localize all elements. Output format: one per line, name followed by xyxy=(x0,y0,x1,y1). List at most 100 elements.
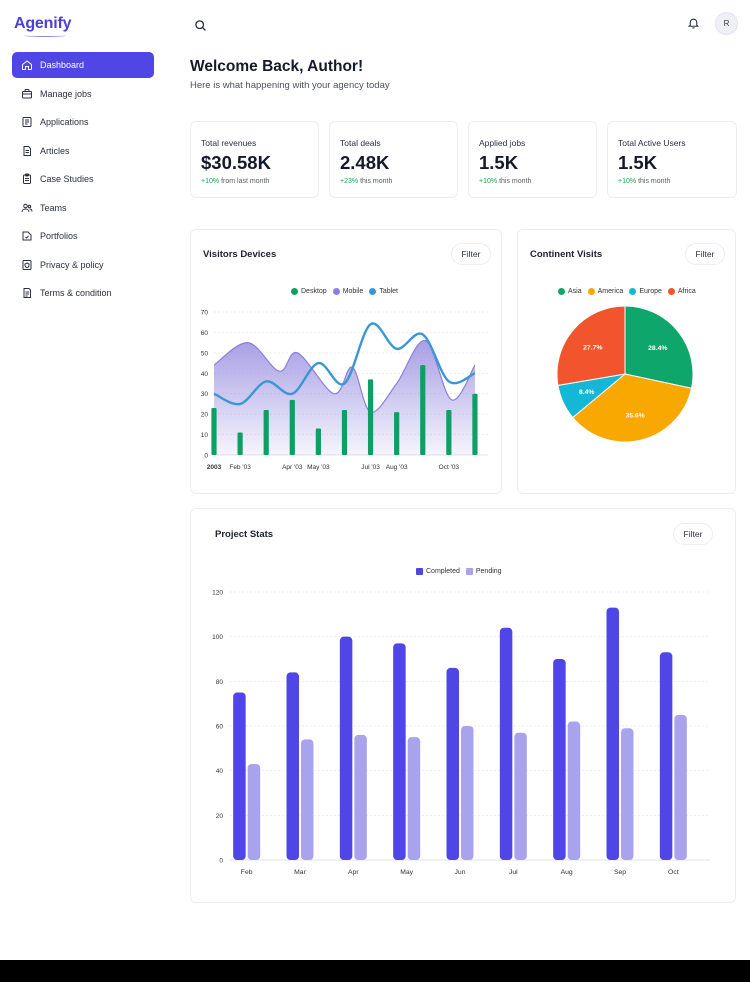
completed-bar xyxy=(393,643,406,860)
sidebar-item-label: Teams xyxy=(40,202,67,213)
sidebar-item-teams[interactable]: Teams xyxy=(12,195,154,221)
legend-item-tablet[interactable]: Tablet xyxy=(369,288,398,295)
pie-label: 35.6% xyxy=(625,412,644,419)
legend-item-america[interactable]: America xyxy=(587,288,623,295)
desktop-bar xyxy=(472,393,478,455)
logo[interactable]: Agenify xyxy=(14,15,72,32)
legend-item-pending[interactable]: Pending xyxy=(465,568,502,575)
sidebar-item-privacy-policy[interactable]: Privacy & policy xyxy=(12,252,154,278)
legend-square xyxy=(416,568,423,575)
stat-change: +10% this month xyxy=(618,178,670,185)
legend-item-desktop[interactable]: Desktop xyxy=(291,288,327,295)
legend-dot xyxy=(558,288,565,295)
pending-bar xyxy=(621,728,634,860)
stat-change-period: this month xyxy=(638,178,671,185)
legend-item-completed[interactable]: Completed xyxy=(416,568,460,575)
y-tick-label: 20 xyxy=(216,813,224,820)
legend-dot xyxy=(629,288,637,295)
y-tick-label: 120 xyxy=(212,590,223,597)
pending-bar xyxy=(461,726,474,860)
y-tick-label: 60 xyxy=(201,330,209,337)
bell-icon[interactable] xyxy=(687,16,700,30)
stat-change: +23% this month xyxy=(340,178,392,185)
stat-change-period: from last month xyxy=(221,178,270,185)
legend-label: Asia xyxy=(568,288,582,295)
sidebar-item-dashboard[interactable]: Dashboard xyxy=(12,52,154,78)
users-icon xyxy=(21,203,33,212)
pie-label: 27.7% xyxy=(583,344,602,351)
x-tick-label: Apr '03 xyxy=(282,464,303,471)
continent-pie-chart: 28.4% 35.6% 8.4% 27.7% xyxy=(556,305,694,443)
legend-dot xyxy=(587,288,595,295)
terms-icon xyxy=(23,288,31,298)
continent-visits-title: Continent Visits xyxy=(530,249,603,260)
desktop-bar xyxy=(394,412,400,455)
sidebar-item-case-studies[interactable]: Case Studies xyxy=(12,166,154,192)
desktop-bar xyxy=(211,408,217,455)
visitors-chart: 0 10 20 30 40 50 60 70 2003 Feb '03 Apr '03 May '03… xyxy=(201,310,488,471)
completed-bar xyxy=(553,659,566,860)
x-tick-label: 2003 xyxy=(207,464,222,471)
x-tick-label: May '03 xyxy=(307,464,330,471)
completed-bar xyxy=(233,692,246,860)
legend-label: Desktop xyxy=(301,288,327,295)
sidebar-item-label: Privacy & policy xyxy=(40,259,104,270)
page-title: Welcome Back, Author! xyxy=(190,58,364,75)
legend-label: Completed xyxy=(426,568,460,575)
sidebar-item-terms-condition[interactable]: Terms & condition xyxy=(12,280,154,306)
x-tick-label: May xyxy=(400,869,413,876)
shield-doc-icon xyxy=(22,259,32,270)
pending-bar xyxy=(674,714,687,860)
visitors-legend: Desktop Mobile Tablet xyxy=(291,288,404,295)
sidebar-item-applications[interactable]: Applications xyxy=(12,109,154,135)
x-tick-label: Jun xyxy=(455,869,466,876)
stat-change-period: this month xyxy=(360,178,393,185)
pending-bar xyxy=(514,732,527,860)
legend-item-asia[interactable]: Asia xyxy=(558,288,582,295)
pie-slice-asia xyxy=(624,305,694,389)
pending-bar xyxy=(567,721,581,860)
legend-item-africa[interactable]: Africa xyxy=(667,288,696,295)
project-filter-button[interactable]: Filter xyxy=(673,523,713,545)
desktop-bar xyxy=(367,379,374,455)
y-tick-label: 60 xyxy=(216,724,224,731)
avatar[interactable]: R xyxy=(715,12,738,35)
search-icon[interactable] xyxy=(194,19,207,32)
legend-square xyxy=(465,568,473,575)
pie-label: 28.4% xyxy=(648,345,667,352)
stat-change-pct: +10% xyxy=(618,178,637,185)
sidebar-item-label: Applications xyxy=(40,117,89,127)
legend-dot xyxy=(369,288,377,295)
continent-filter-button[interactable]: Filter xyxy=(685,243,725,265)
completed-bar xyxy=(499,627,513,860)
sidebar-item-articles[interactable]: Articles xyxy=(12,138,154,164)
project-stats-chart: 0 20 40 60 80 100 120 Feb Mar Apr May Jun Jul Aug Sep O… xyxy=(212,590,710,876)
stat-change-pct: +23% xyxy=(340,178,359,185)
legend-item-mobile[interactable]: Mobile xyxy=(332,288,363,295)
stat-card-active-users: Total Active Users 1.5K +10% this month xyxy=(607,121,737,198)
completed-bar xyxy=(286,672,299,860)
sidebar-item-manage-jobs[interactable]: Manage jobs xyxy=(12,81,154,107)
sidebar-item-portfolios[interactable]: Portfolios xyxy=(12,223,154,249)
completed-bar xyxy=(606,607,619,860)
continent-visits-card: Continent Visits Filter Asia America Eur… xyxy=(517,229,736,494)
stat-card-applied-jobs: Applied jobs 1.5K +10% this month xyxy=(468,121,597,198)
legend-label: Africa xyxy=(677,288,696,295)
legend-dot xyxy=(667,288,675,295)
briefcase-icon xyxy=(22,88,32,98)
legend-item-europe[interactable]: Europe xyxy=(629,288,662,295)
legend-label: Tablet xyxy=(379,288,398,295)
stat-value: 1.5K xyxy=(618,152,658,173)
sidebar-item-label: Articles xyxy=(40,145,70,156)
pending-bar xyxy=(301,739,314,860)
stat-change-pct: +10% xyxy=(201,178,220,185)
legend-dot xyxy=(332,288,340,295)
portfolio-icon xyxy=(22,231,32,241)
bottom-bar xyxy=(0,960,750,982)
visitors-filter-button[interactable]: Filter xyxy=(451,243,491,265)
desktop-bar xyxy=(263,410,269,455)
completed-bar xyxy=(659,652,673,860)
stat-card-revenues: Total revenues $30.58K +10% from last mo… xyxy=(190,121,319,198)
y-tick-label: 70 xyxy=(201,310,209,317)
x-tick-label: Aug '03 xyxy=(386,464,408,471)
